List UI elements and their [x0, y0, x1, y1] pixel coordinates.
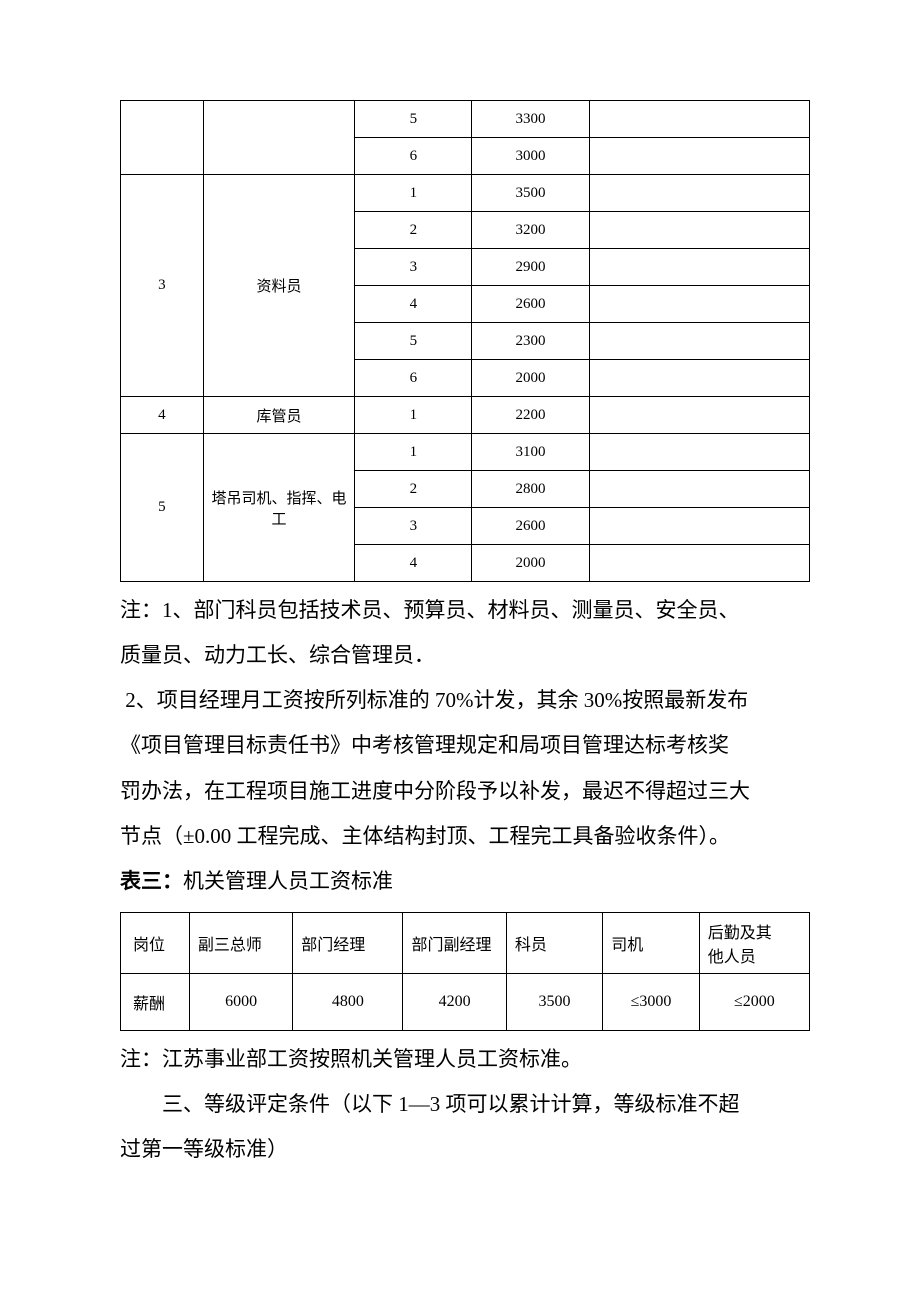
table3-title-line: 表三：机关管理人员工资标准 [120, 859, 810, 904]
header-cell: 副三总师 [189, 912, 292, 973]
header-cell: 部门经理 [293, 912, 403, 973]
note-line: 罚办法，在工程项目施工进度中分阶段予以补发，最迟不得超过三大 [120, 769, 810, 814]
cell-note [589, 101, 810, 138]
cell-value: ≤3000 [603, 973, 699, 1030]
table3-label: 表三： [120, 870, 183, 893]
salary-levels-table: 5 3300 6 3000 3 资料员 1 3500 2 3200 3 2900 [120, 100, 810, 582]
table-row: 薪酬 6000 4800 4200 3500 ≤3000 ≤2000 [121, 973, 810, 1030]
cell-value: 3500 [506, 973, 602, 1030]
cell-idx: 3 [121, 175, 204, 397]
cell-salary: 2600 [472, 508, 589, 545]
notes-block: 注：1、部门科员包括技术员、预算员、材料员、测量员、安全员、 质量员、动力工长、… [120, 588, 810, 904]
table3-title: 机关管理人员工资标准 [183, 869, 393, 893]
cell-level: 5 [355, 101, 472, 138]
cell-note [589, 471, 810, 508]
cell-note [589, 434, 810, 471]
cell-salary: 2600 [472, 286, 589, 323]
header-cell: 岗位 [121, 912, 190, 973]
cell-salary: 2200 [472, 397, 589, 434]
cell-salary: 2900 [472, 249, 589, 286]
cell-level: 4 [355, 545, 472, 582]
note-line: 质量员、动力工长、综合管理员． [120, 633, 810, 678]
cell-note [589, 212, 810, 249]
cell-note [589, 508, 810, 545]
after-notes: 注：江苏事业部工资按照机关管理人员工资标准。 三、等级评定条件（以下 1—3 项… [120, 1037, 810, 1172]
cell-salary: 2000 [472, 545, 589, 582]
cell-idx-blank [121, 101, 204, 175]
cell-note [589, 323, 810, 360]
cell-idx: 4 [121, 397, 204, 434]
cell-level: 3 [355, 508, 472, 545]
note-line: 注：1、部门科员包括技术员、预算员、材料员、测量员、安全员、 [120, 588, 810, 633]
cell-note [589, 249, 810, 286]
cell-level: 6 [355, 360, 472, 397]
cell-idx: 5 [121, 434, 204, 582]
cell-level: 1 [355, 397, 472, 434]
cell-role: 库管员 [203, 397, 355, 434]
cell-note [589, 175, 810, 212]
cell-level: 2 [355, 471, 472, 508]
cell-role-blank [203, 101, 355, 175]
table-header-row: 岗位 副三总师 部门经理 部门副经理 科员 司机 后勤及其 他人员 [121, 912, 810, 973]
cell-level: 4 [355, 286, 472, 323]
cell-value: 6000 [189, 973, 292, 1030]
cell-note [589, 138, 810, 175]
note-line: 注：江苏事业部工资按照机关管理人员工资标准。 [120, 1037, 810, 1082]
cell-note [589, 360, 810, 397]
cell-value: 4200 [403, 973, 506, 1030]
cell-salary: 2300 [472, 323, 589, 360]
note-line: 《项目管理目标责任书》中考核管理规定和局项目管理达标考核奖 [120, 723, 810, 768]
cell-salary: 3000 [472, 138, 589, 175]
cell-salary: 3100 [472, 434, 589, 471]
cell-salary: 3300 [472, 101, 589, 138]
cell-salary: 3200 [472, 212, 589, 249]
row-label: 薪酬 [121, 973, 190, 1030]
cell-role: 资料员 [203, 175, 355, 397]
cell-level: 3 [355, 249, 472, 286]
table-row: 5 塔吊司机、指挥、电工 1 3100 [121, 434, 810, 471]
header-cell: 科员 [506, 912, 602, 973]
note-line: 三、等级评定条件（以下 1—3 项可以累计计算，等级标准不超 [120, 1082, 810, 1127]
cell-level: 2 [355, 212, 472, 249]
cell-note [589, 397, 810, 434]
table-row: 5 3300 [121, 101, 810, 138]
cell-level: 6 [355, 138, 472, 175]
org-salary-table: 岗位 副三总师 部门经理 部门副经理 科员 司机 后勤及其 他人员 薪酬 600… [120, 912, 810, 1031]
note-line: 过第一等级标准） [120, 1127, 810, 1172]
cell-salary: 2000 [472, 360, 589, 397]
table-row: 4 库管员 1 2200 [121, 397, 810, 434]
cell-note [589, 545, 810, 582]
cell-value: ≤2000 [699, 973, 809, 1030]
header-cell: 后勤及其 他人员 [699, 912, 809, 973]
cell-note [589, 286, 810, 323]
table-row: 3 资料员 1 3500 [121, 175, 810, 212]
header-cell: 司机 [603, 912, 699, 973]
note-line: 节点（±0.00 工程完成、主体结构封顶、工程完工具备验收条件）。 [120, 814, 810, 859]
note-line: 2、项目经理月工资按所列标准的 70%计发，其余 30%按照最新发布 [120, 678, 810, 723]
cell-level: 1 [355, 175, 472, 212]
cell-role: 塔吊司机、指挥、电工 [203, 434, 355, 582]
header-cell: 部门副经理 [403, 912, 506, 973]
cell-salary: 3500 [472, 175, 589, 212]
cell-level: 5 [355, 323, 472, 360]
cell-level: 1 [355, 434, 472, 471]
cell-value: 4800 [293, 973, 403, 1030]
cell-salary: 2800 [472, 471, 589, 508]
